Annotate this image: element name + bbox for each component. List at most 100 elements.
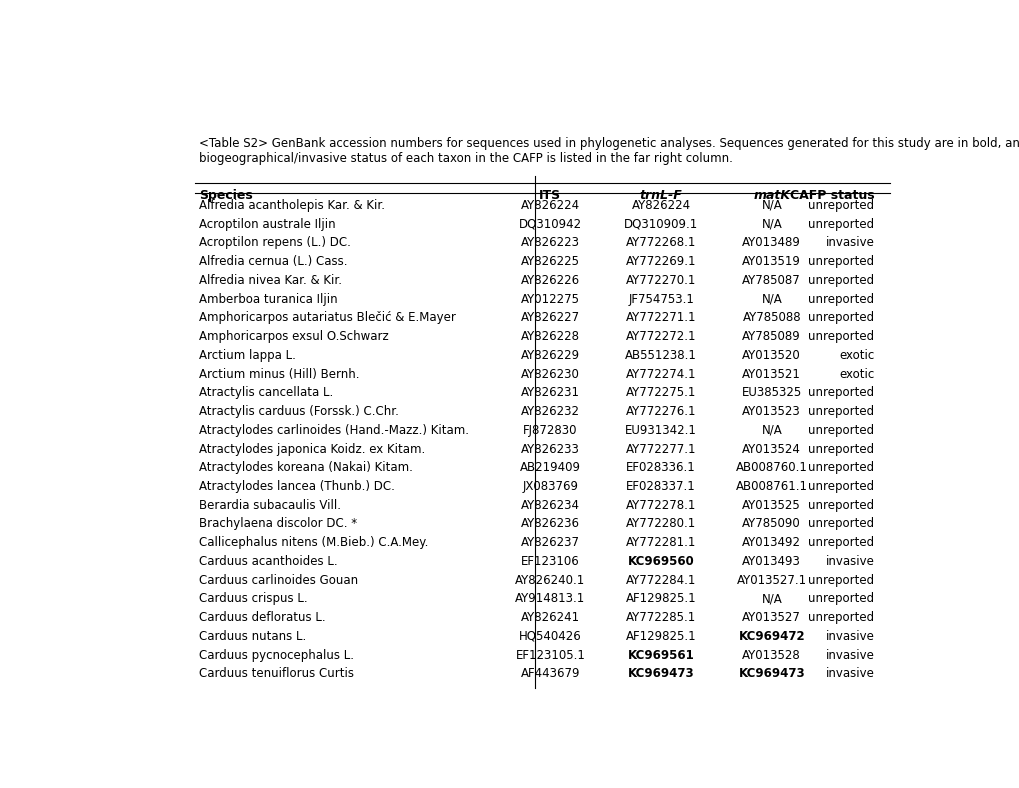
- Text: AB551238.1: AB551238.1: [625, 349, 696, 362]
- Text: AY826224: AY826224: [521, 199, 580, 212]
- Text: Callicephalus nitens (M.Bieb.) C.A.Mey.: Callicephalus nitens (M.Bieb.) C.A.Mey.: [199, 537, 428, 549]
- Text: Carduus carlinoides Gouan: Carduus carlinoides Gouan: [199, 574, 358, 587]
- Text: unreported: unreported: [808, 574, 873, 587]
- Text: KC969472: KC969472: [738, 630, 804, 643]
- Text: AY826237: AY826237: [521, 537, 580, 549]
- Text: Atractylodes carlinoides (Hand.-Mazz.) Kitam.: Atractylodes carlinoides (Hand.-Mazz.) K…: [199, 424, 468, 437]
- Text: AY785088: AY785088: [742, 311, 800, 325]
- Text: AY826241: AY826241: [521, 611, 580, 624]
- Text: AY826233: AY826233: [521, 443, 579, 455]
- Text: EU385325: EU385325: [741, 386, 801, 400]
- Text: EF028337.1: EF028337.1: [626, 480, 695, 493]
- Text: AY013520: AY013520: [742, 349, 800, 362]
- Text: Atractylodes japonica Koidz. ex Kitam.: Atractylodes japonica Koidz. ex Kitam.: [199, 443, 425, 455]
- Text: AY826232: AY826232: [521, 405, 580, 418]
- Text: AY826224: AY826224: [631, 199, 690, 212]
- Text: FJ872830: FJ872830: [523, 424, 577, 437]
- Text: AY826225: AY826225: [521, 255, 580, 268]
- Text: Alfredia acantholepis Kar. & Kir.: Alfredia acantholepis Kar. & Kir.: [199, 199, 384, 212]
- Text: unreported: unreported: [808, 311, 873, 325]
- Text: AY785090: AY785090: [742, 518, 800, 530]
- Text: unreported: unreported: [808, 274, 873, 287]
- Text: Alfredia cernua (L.) Cass.: Alfredia cernua (L.) Cass.: [199, 255, 346, 268]
- Text: AY013521: AY013521: [742, 367, 800, 381]
- Text: AY012275: AY012275: [521, 292, 580, 306]
- Text: unreported: unreported: [808, 424, 873, 437]
- Text: HQ540426: HQ540426: [519, 630, 581, 643]
- Text: AY013524: AY013524: [742, 443, 800, 455]
- Text: DQ310909.1: DQ310909.1: [624, 217, 698, 231]
- Text: AY772281.1: AY772281.1: [626, 537, 696, 549]
- Text: Atractylis cancellata L.: Atractylis cancellata L.: [199, 386, 332, 400]
- Text: Carduus tenuiflorus Curtis: Carduus tenuiflorus Curtis: [199, 667, 354, 680]
- Text: AY013528: AY013528: [742, 649, 800, 662]
- Text: invasive: invasive: [824, 649, 873, 662]
- Text: Atractylodes lancea (Thunb.) DC.: Atractylodes lancea (Thunb.) DC.: [199, 480, 394, 493]
- Text: Carduus nutans L.: Carduus nutans L.: [199, 630, 306, 643]
- Text: unreported: unreported: [808, 611, 873, 624]
- Text: AY772280.1: AY772280.1: [626, 518, 696, 530]
- Text: DQ310942: DQ310942: [519, 217, 582, 231]
- Text: Carduus defloratus L.: Carduus defloratus L.: [199, 611, 325, 624]
- Text: unreported: unreported: [808, 443, 873, 455]
- Text: exotic: exotic: [839, 367, 873, 381]
- Text: AF129825.1: AF129825.1: [626, 593, 696, 605]
- Text: EF123106: EF123106: [521, 555, 579, 568]
- Text: Atractylodes koreana (Nakai) Kitam.: Atractylodes koreana (Nakai) Kitam.: [199, 461, 412, 474]
- Text: N/A: N/A: [760, 292, 782, 306]
- Text: Atractylis carduus (Forssk.) C.Chr.: Atractylis carduus (Forssk.) C.Chr.: [199, 405, 398, 418]
- Text: <Table S2> GenBank accession numbers for sequences used in phylogenetic analyses: <Table S2> GenBank accession numbers for…: [199, 137, 1019, 165]
- Text: ITS: ITS: [539, 188, 560, 202]
- Text: AY914813.1: AY914813.1: [515, 593, 585, 605]
- Text: AF443679: AF443679: [520, 667, 580, 680]
- Text: unreported: unreported: [808, 199, 873, 212]
- Text: AB008761.1: AB008761.1: [735, 480, 807, 493]
- Text: AY772274.1: AY772274.1: [626, 367, 696, 381]
- Text: unreported: unreported: [808, 217, 873, 231]
- Text: CAFP status: CAFP status: [789, 188, 873, 202]
- Text: AY772277.1: AY772277.1: [626, 443, 696, 455]
- Text: unreported: unreported: [808, 499, 873, 511]
- Text: AY013525: AY013525: [742, 499, 800, 511]
- Text: N/A: N/A: [760, 217, 782, 231]
- Text: EF123105.1: EF123105.1: [515, 649, 585, 662]
- Text: Species: Species: [199, 188, 252, 202]
- Text: unreported: unreported: [808, 330, 873, 343]
- Text: JX083769: JX083769: [522, 480, 578, 493]
- Text: Acroptilon australe Iljin: Acroptilon australe Iljin: [199, 217, 335, 231]
- Text: AB008760.1: AB008760.1: [735, 461, 807, 474]
- Text: Amphoricarpos exsul O.Schwarz: Amphoricarpos exsul O.Schwarz: [199, 330, 388, 343]
- Text: Acroptilon repens (L.) DC.: Acroptilon repens (L.) DC.: [199, 236, 351, 249]
- Text: AY013519: AY013519: [742, 255, 800, 268]
- Text: AY772285.1: AY772285.1: [626, 611, 696, 624]
- Text: KC969473: KC969473: [738, 667, 804, 680]
- Text: AY826223: AY826223: [521, 236, 580, 249]
- Text: AY013493: AY013493: [742, 555, 800, 568]
- Text: AB219409: AB219409: [520, 461, 581, 474]
- Text: AY785089: AY785089: [742, 330, 800, 343]
- Text: unreported: unreported: [808, 537, 873, 549]
- Text: AY826228: AY826228: [521, 330, 580, 343]
- Text: invasive: invasive: [824, 555, 873, 568]
- Text: AY772269.1: AY772269.1: [626, 255, 696, 268]
- Text: AY013492: AY013492: [742, 537, 801, 549]
- Text: unreported: unreported: [808, 593, 873, 605]
- Text: Brachylaena discolor DC. *: Brachylaena discolor DC. *: [199, 518, 357, 530]
- Text: AY826231: AY826231: [521, 386, 580, 400]
- Text: invasive: invasive: [824, 667, 873, 680]
- Text: JF754753.1: JF754753.1: [628, 292, 693, 306]
- Text: Carduus acanthoides L.: Carduus acanthoides L.: [199, 555, 337, 568]
- Text: Arctium lappa L.: Arctium lappa L.: [199, 349, 296, 362]
- Text: Amphoricarpos autariatus Blečić & E.Mayer: Amphoricarpos autariatus Blečić & E.Maye…: [199, 311, 455, 325]
- Text: KC969561: KC969561: [627, 649, 694, 662]
- Text: unreported: unreported: [808, 292, 873, 306]
- Text: AY013527.1: AY013527.1: [736, 574, 806, 587]
- Text: AY772271.1: AY772271.1: [626, 311, 696, 325]
- Text: N/A: N/A: [760, 199, 782, 212]
- Text: exotic: exotic: [839, 349, 873, 362]
- Text: trnL-F: trnL-F: [639, 188, 682, 202]
- Text: AY826226: AY826226: [521, 274, 580, 287]
- Text: AY772270.1: AY772270.1: [626, 274, 696, 287]
- Text: unreported: unreported: [808, 480, 873, 493]
- Text: KC969560: KC969560: [627, 555, 694, 568]
